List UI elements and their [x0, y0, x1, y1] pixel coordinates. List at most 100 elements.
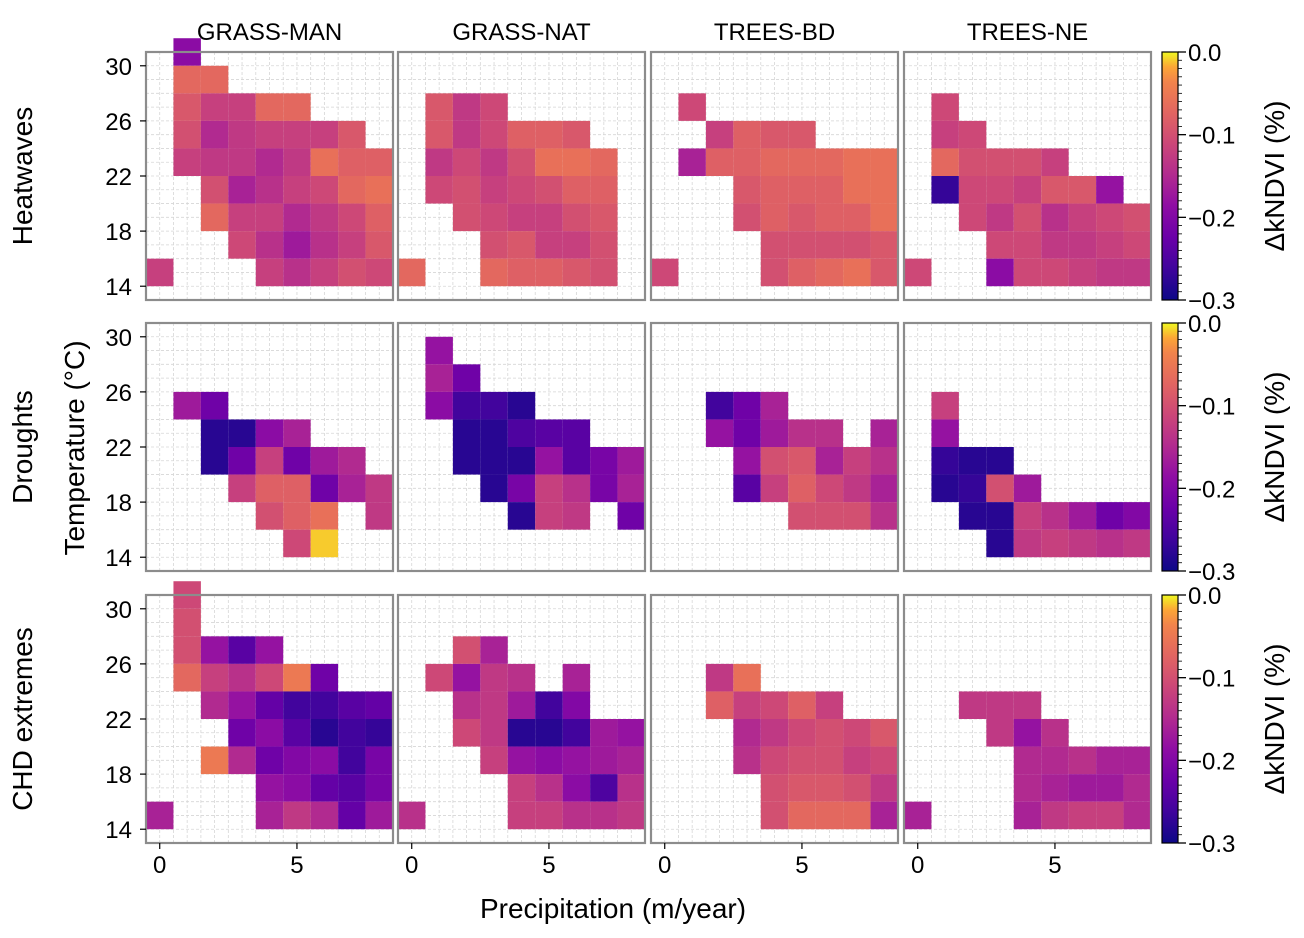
x-tick-label: 5 — [1048, 852, 1061, 879]
heatmap-cell — [733, 719, 761, 747]
heatmap-cell — [870, 746, 898, 775]
heatmap-cell — [986, 176, 1014, 204]
y-tick-label: 26 — [105, 652, 132, 679]
panel-frame — [649, 50, 900, 302]
heatmap-cell — [590, 474, 618, 503]
heatmap-cell — [1041, 801, 1069, 830]
heatmap-cell — [590, 176, 618, 204]
x-tick-label: 0 — [911, 852, 924, 879]
heatmap-cell — [173, 663, 201, 692]
heatmap-cell — [1041, 203, 1069, 232]
heatmap-cell — [310, 502, 339, 530]
heatmap-cell — [815, 719, 844, 747]
heatmap-cell — [986, 447, 1014, 475]
colorbar-gradient — [1162, 323, 1178, 571]
heatmap-cell — [507, 447, 536, 475]
heatmap-cell — [904, 801, 932, 830]
heatmap-cell — [255, 203, 284, 232]
heatmap-cell — [958, 447, 987, 475]
heatmap-cell — [173, 148, 201, 176]
heatmap-cell — [507, 663, 536, 692]
heatmap-panels: GRASS-MAN 30 26 22 18 14 Heatwaves GRASS-NAT TRE… — [7, 19, 1153, 879]
heatmap-cell — [986, 258, 1014, 287]
heatmap-cell — [283, 746, 311, 775]
heatmap-cell — [255, 691, 284, 719]
heatmap-cell — [562, 231, 591, 259]
heatmap-cell — [1041, 176, 1069, 204]
y-tick-label: 26 — [105, 380, 132, 407]
heatmap-cell — [228, 203, 256, 232]
heatmap-cell — [1096, 801, 1124, 830]
y-tick-label: 18 — [105, 490, 132, 517]
heatmap-cell — [310, 774, 339, 802]
heatmap-cell — [760, 258, 789, 287]
heatmap-cell — [1041, 746, 1069, 775]
heatmap-cell — [1068, 231, 1097, 259]
heatmap-cell — [480, 419, 508, 447]
panel-frame — [902, 50, 1153, 302]
colorbar-frame — [1161, 322, 1179, 572]
y-tick-label: 30 — [105, 325, 132, 352]
heatmap-cell — [480, 93, 508, 121]
heatmap-cell — [733, 746, 761, 775]
panel-1-3 — [902, 321, 1153, 573]
y-tick-label: 18 — [105, 219, 132, 246]
panel-frame — [902, 321, 1153, 573]
heatmap-cell — [365, 231, 393, 259]
heatmap-cell — [1013, 746, 1042, 775]
heatmap-cell — [255, 746, 284, 775]
heatmap-cell — [507, 746, 536, 775]
heatmap-cell — [1013, 801, 1042, 830]
heatmap-cell — [200, 691, 229, 719]
heatmap-cell — [590, 746, 618, 775]
heatmap-cell — [310, 746, 339, 775]
panel-cells — [651, 93, 898, 287]
heatmap-cell — [1013, 258, 1042, 287]
heatmap-cell — [283, 419, 311, 447]
heatmap-cell — [1041, 258, 1069, 287]
heatmap-cell — [870, 474, 898, 503]
heatmap-cell — [1096, 203, 1124, 232]
heatmap-cell — [146, 801, 174, 830]
heatmap-cell — [338, 203, 366, 232]
heatmap-cell — [398, 801, 426, 830]
heatmap-cell — [535, 148, 563, 176]
x-tick-label: 5 — [290, 852, 303, 879]
heatmap-cell — [310, 474, 339, 503]
heatmap-cell — [425, 663, 453, 692]
heatmap-cell — [760, 474, 789, 503]
heatmap-cell — [815, 148, 844, 176]
y-tick-label: 26 — [105, 109, 132, 136]
heatmap-cell — [338, 447, 366, 475]
heatmap-cell — [507, 719, 536, 747]
heatmap-cell — [310, 176, 339, 204]
heatmap-cell — [760, 203, 789, 232]
heatmap-cell — [760, 231, 789, 259]
heatmap-cell — [815, 231, 844, 259]
panel-1-1 — [396, 321, 647, 573]
heatmap-cell — [788, 120, 816, 149]
heatmap-cell — [870, 231, 898, 259]
heatmap-cell — [1013, 774, 1042, 802]
panel-cells — [705, 663, 898, 830]
heatmap-cell — [507, 148, 536, 176]
heatmap-cell — [788, 203, 816, 232]
heatmap-cell — [562, 120, 591, 149]
heatmap-cell — [843, 474, 871, 503]
heatmap-cell — [200, 447, 229, 475]
heatmap-cell — [870, 419, 898, 447]
colorbar-0: 0.0 −0.1 −0.2 −0.3 ΔkNDVI (%) — [1161, 40, 1290, 315]
panel-frame — [396, 593, 647, 845]
heatmap-cell — [365, 502, 393, 530]
heatmap-cell — [1123, 529, 1151, 558]
heatmap-cell — [146, 258, 174, 287]
heatmap-cell — [283, 719, 311, 747]
y-axis-label: Temperature (°C) — [59, 340, 90, 555]
x-tick-label: 5 — [795, 852, 808, 879]
heatmap-cell — [788, 474, 816, 503]
heatmap-cell — [931, 148, 959, 176]
heatmap-cell — [760, 419, 789, 447]
panel-frame — [902, 593, 1153, 845]
